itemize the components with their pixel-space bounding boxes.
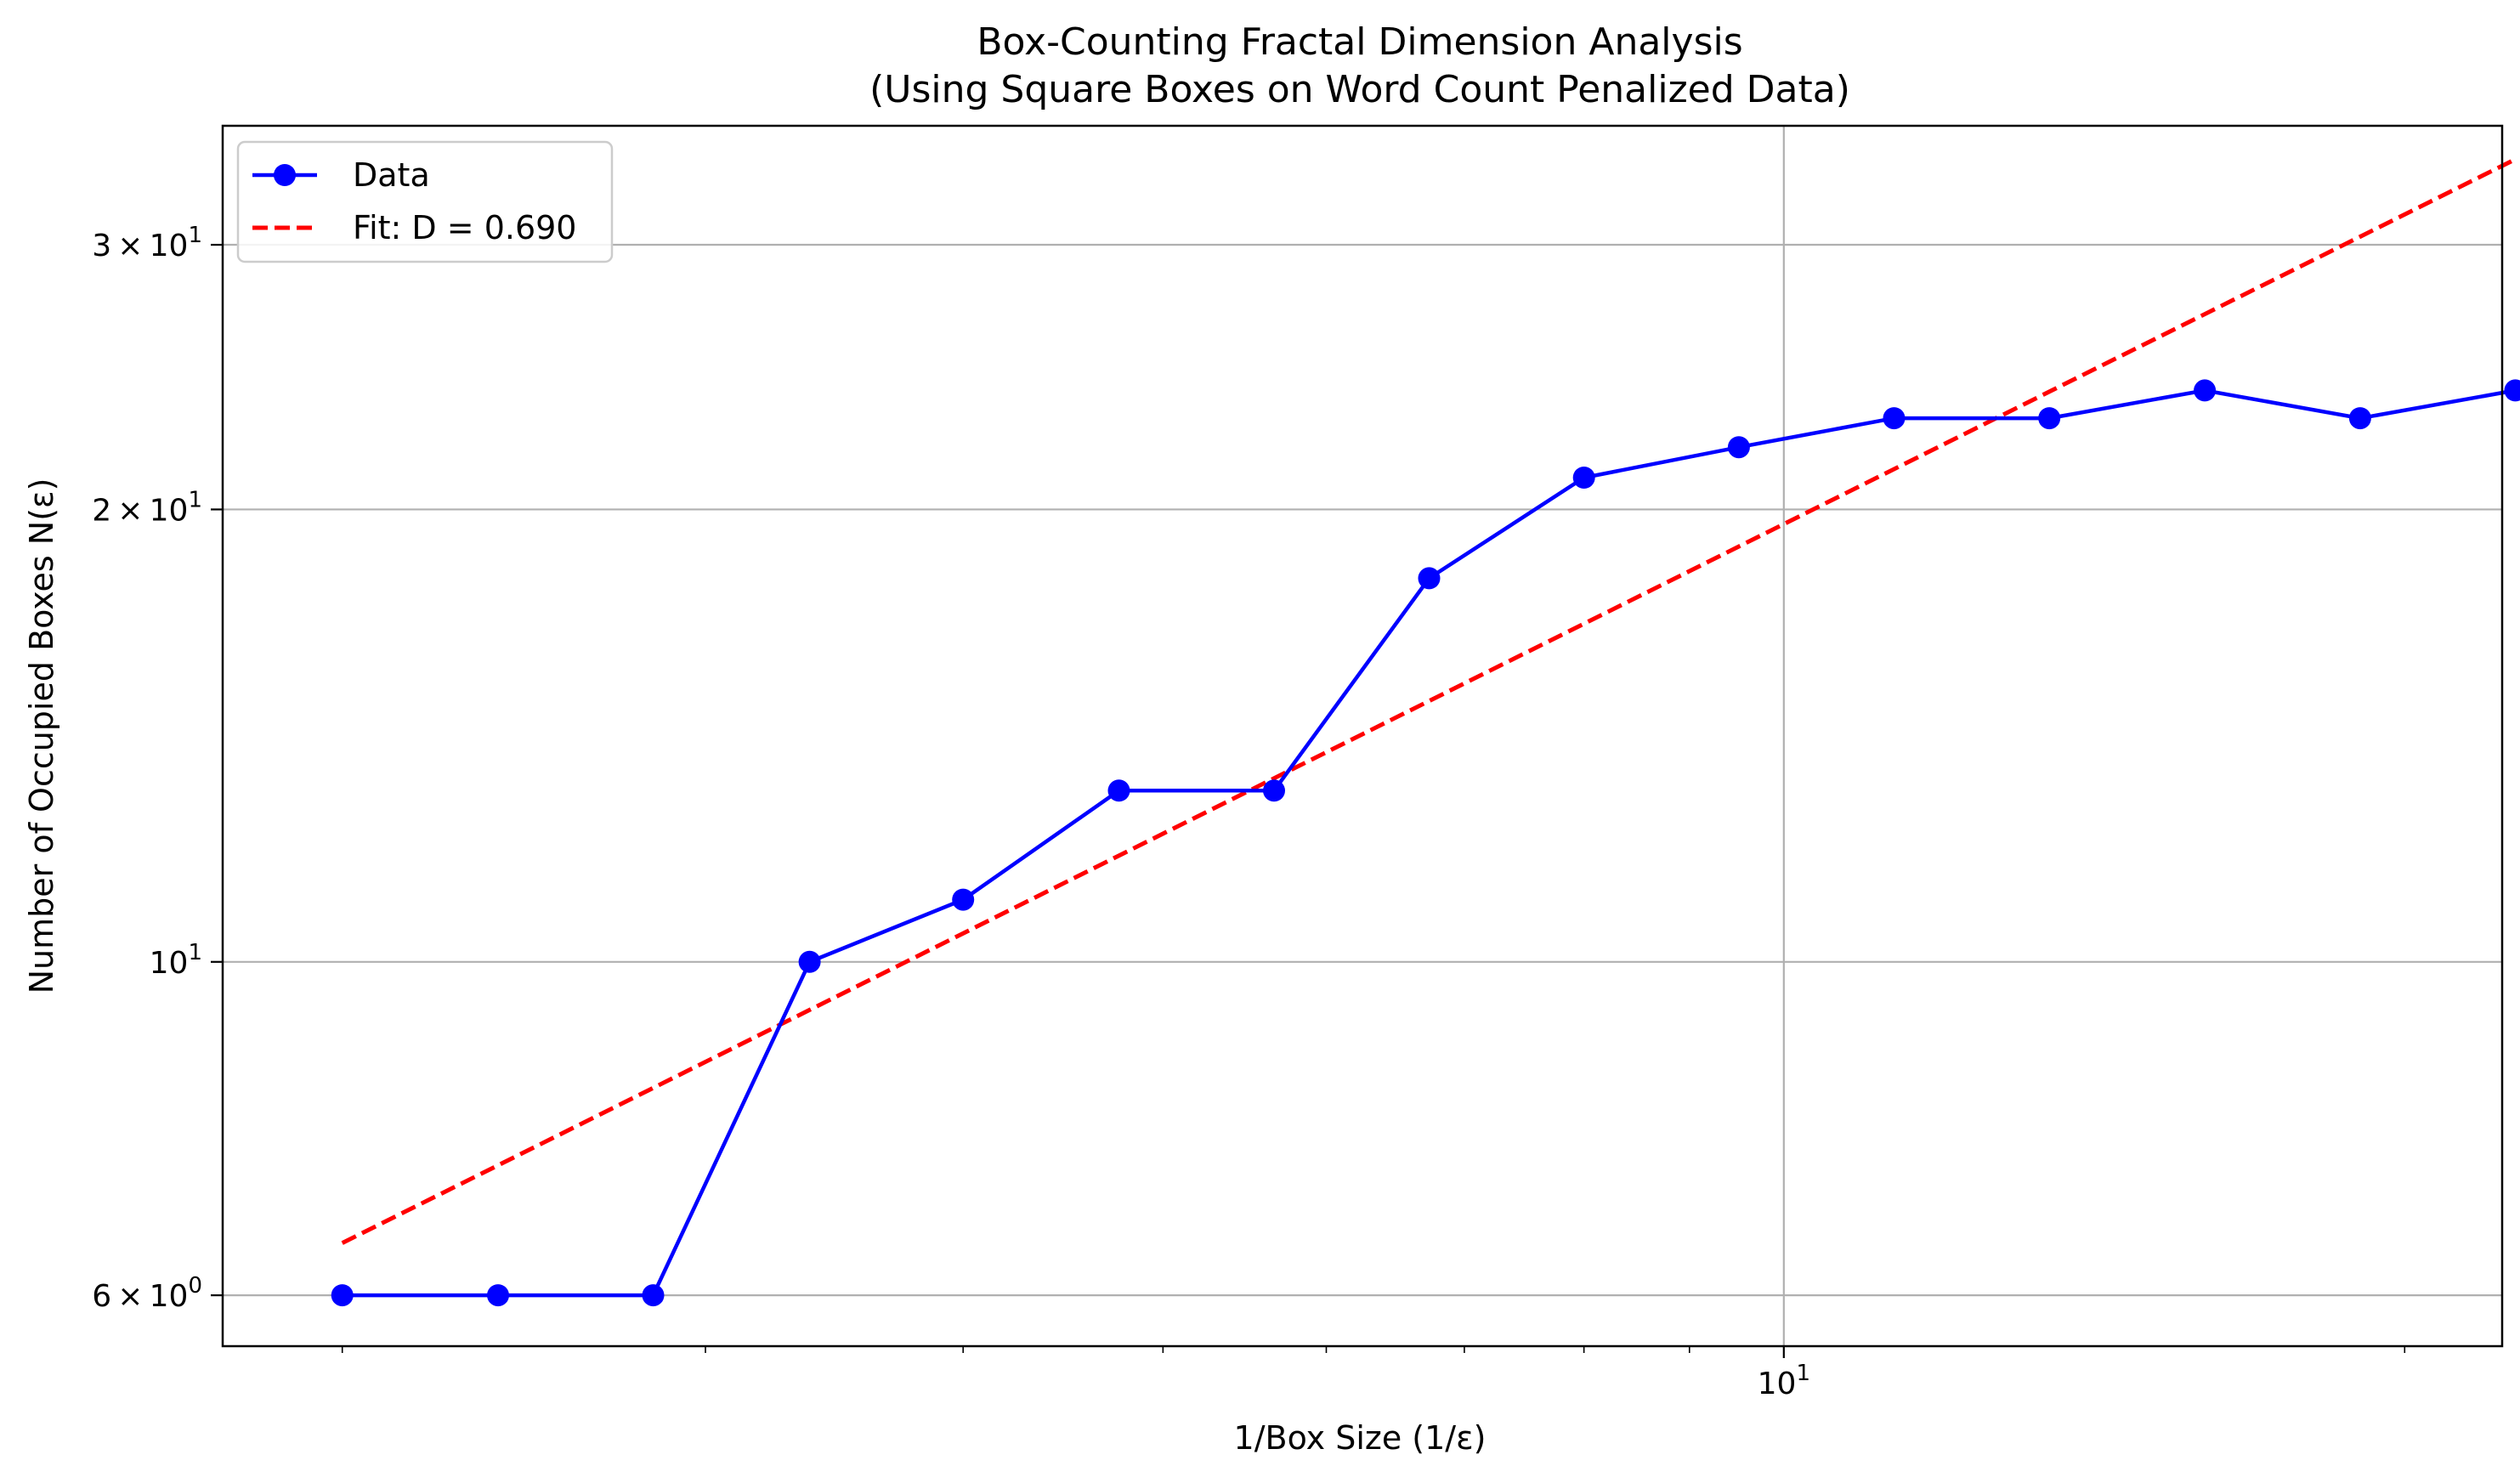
y-tick-label: 3 × 101: [92, 223, 202, 263]
axes-frame: [221, 124, 2504, 1348]
data-point: [642, 1284, 665, 1307]
data-point: [1418, 567, 1441, 590]
data-point: [2194, 379, 2217, 402]
legend-box: [236, 140, 614, 263]
y-tick-label: 2 × 101: [92, 487, 202, 528]
legend-entry-data: Data: [353, 156, 430, 194]
y-axis-label: Number of Occupied Boxes N(ε): [23, 478, 60, 994]
data-point: [1107, 779, 1130, 802]
legend-data-marker-swatch: [274, 164, 296, 186]
y-tick-label: 101: [150, 940, 202, 981]
axis-ticks: 101 6 × 100 101 2 × 101 3 × 101: [92, 223, 2406, 1401]
series-data-markers: [331, 379, 2520, 1307]
chart-subtitle: (Using Square Boxes on Word Count Penali…: [869, 68, 1850, 111]
data-point: [1727, 436, 1750, 459]
data-point: [1263, 779, 1285, 802]
chart-title: Box-Counting Fractal Dimension Analysis: [977, 20, 1742, 64]
series-fit-line: [341, 157, 2517, 1245]
data-point: [2504, 379, 2520, 402]
data-point: [331, 1284, 354, 1307]
legend-entry-fit: Fit: D = 0.690: [353, 209, 576, 246]
data-point: [952, 888, 975, 911]
data-point: [2348, 407, 2371, 430]
legend: Data Fit: D = 0.690: [236, 140, 614, 263]
x-axis-label: 1/Box Size (1/ε): [1234, 1419, 1487, 1457]
x-tick-label: 101: [1758, 1361, 1810, 1401]
plot-area: [331, 157, 2520, 1307]
data-point: [2038, 407, 2061, 430]
data-point: [487, 1284, 509, 1307]
y-tick-label: 6 × 100: [92, 1273, 202, 1314]
data-point: [1572, 467, 1595, 489]
data-point: [798, 950, 821, 973]
data-point: [1883, 407, 1906, 430]
